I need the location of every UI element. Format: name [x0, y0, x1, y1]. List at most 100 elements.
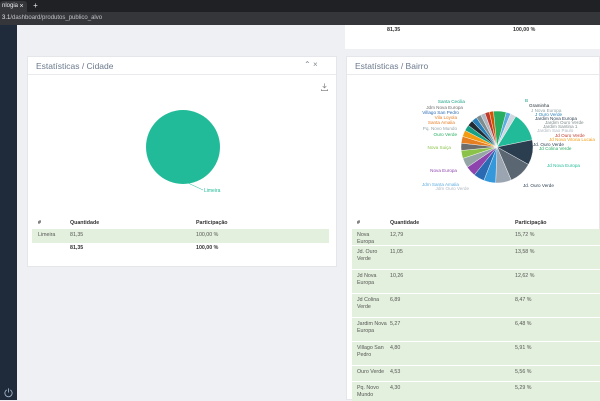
table-row[interactable]: Jd. Ouro Verde 11,05 13,58 % [352, 245, 600, 269]
pie-outer-label: Santa Amalia [428, 120, 456, 125]
row-qty: 11,05 [390, 249, 403, 255]
row-name: Ouro Verde [357, 369, 385, 375]
pie-outer-label: Jd Nova Europa [547, 163, 580, 168]
pie-outer-label: Jardim Nova Europa [535, 116, 577, 121]
pie-outer-label: B [525, 98, 528, 103]
pie-outer-label: Villago San Pedro [422, 110, 459, 115]
col-header-participacao: Participação [515, 220, 547, 226]
row-pct: 5,29 % [515, 385, 532, 391]
pie-label-leader [187, 182, 204, 191]
browser-tab[interactable]: nlogia × [0, 1, 27, 12]
collapse-icon[interactable]: ⌃ [304, 60, 311, 69]
cidade-panel-title: Estatísticas / Cidade [36, 61, 114, 71]
row-pct: 13,58 % [515, 249, 535, 255]
url-field[interactable]: 3.1/dashboard/produtos_publico_alvo [0, 12, 260, 25]
table-row[interactable]: Limeira 81,35 100,00 % [32, 229, 329, 243]
pie-outer-label: J Nova Europa [531, 108, 562, 113]
pie-outer-label: Pq. Novo Mundo [423, 126, 458, 131]
cidade-table: # Quantidade Participação Limeira 81,35 … [28, 215, 338, 265]
pie-outer-label: Jardim Sao Paulo [537, 128, 574, 133]
address-bar: 3.1/dashboard/produtos_publico_alvo [0, 12, 600, 25]
col-header-participacao: Participação [196, 220, 228, 226]
col-header-hash: # [38, 220, 41, 226]
row-qty: 10,26 [390, 273, 404, 279]
row-name: Nova Europa [357, 232, 375, 245]
pie-slice-limeira[interactable] [146, 110, 220, 184]
pie-outer-label: Jd. Ouro Verde [523, 183, 554, 188]
row-pct: 100,00 % [196, 232, 219, 238]
total-pct: 100,00 % [196, 245, 219, 251]
pie-outer-label: Jardim Ouro Verde [545, 120, 584, 125]
pie-outer-label: J Ouro Verde [535, 112, 563, 117]
close-icon[interactable]: × [313, 60, 318, 69]
row-name: Jd. Ouro Verde [357, 249, 378, 262]
table-row[interactable]: Ouro Verde 4,53 5,56 % [352, 365, 600, 381]
row-qty: 6,89 [390, 297, 401, 303]
row-name: Pq. Novo Mundo [357, 385, 379, 398]
pie-outer-label: Jdm Santa Amalia [422, 182, 459, 187]
pie-outer-label: Graminha [529, 103, 550, 108]
app-sidebar [0, 25, 17, 400]
table-row[interactable]: Nova Europa 12,79 15,72 % [352, 229, 600, 245]
row-name: Jd Colina Verde [357, 297, 380, 310]
total-qty: 81,35 [70, 245, 84, 251]
pie-outer-label: Vila Loyola [435, 115, 458, 120]
url-host: 3.1 [2, 15, 11, 21]
row-name: Limeira [38, 232, 56, 238]
row-qty: 4,30 [390, 385, 401, 391]
pie-outer-label: Nova Suiça [428, 145, 452, 150]
row-qty: 81,35 [70, 232, 84, 238]
bairro-panel-title: Estatísticas / Bairro [355, 61, 429, 71]
download-icon[interactable] [320, 82, 329, 92]
pie-outer-label: Jd Ouro Verde [555, 133, 585, 138]
pie-outer-label: Jd Nova Vitoria Lucaia [549, 137, 595, 142]
pie-outer-label: Jd. Ouro Verde [533, 142, 564, 147]
table-row[interactable]: Jardim Nova Europa 5,27 6,48 % [352, 317, 600, 341]
pie-outer-label: Jdm Nova Europa [426, 105, 463, 110]
browser-tab-strip: nlogia × + [0, 0, 600, 12]
row-qty: 4,53 [390, 369, 401, 375]
table-row[interactable]: Pq. Novo Mundo 4,30 5,29 % [352, 381, 600, 401]
power-icon[interactable] [3, 387, 14, 398]
row-qty: 4,80 [390, 345, 401, 351]
pie-label-limeira: Limeira [204, 188, 221, 194]
pie-outer-label: Jd Colina Verde [539, 146, 572, 151]
pie-slice[interactable] [496, 113, 517, 148]
cidade-panel-header: Estatísticas / Cidade ⌃ × [28, 57, 336, 75]
close-tab-icon[interactable]: × [19, 3, 24, 10]
table-total-row: 81,35 100,00 % [32, 243, 329, 255]
row-pct: 5,56 % [515, 369, 532, 375]
col-header-quantidade: Quantidade [390, 220, 420, 226]
url-path: /dashboard/produtos_publico_alvo [10, 15, 103, 21]
bairro-table: # Quantidade Participação Nova Europa 12,… [347, 215, 600, 401]
previous-panel-total-row: 81,35 100,00 % [345, 25, 600, 49]
cidade-pie-chart: Limeira [146, 110, 221, 194]
table-row[interactable]: Jd Nova Europa 10,26 12,62 % [352, 269, 600, 293]
cidade-panel: Estatísticas / Cidade ⌃ × Limeira # Quan… [27, 56, 337, 267]
row-qty: 12,79 [390, 232, 404, 238]
row-name: Jd Nova Europa [357, 273, 377, 286]
browser-tab-title: nlogia [2, 3, 19, 9]
previous-total-value: 81,35 [387, 27, 401, 33]
col-header-quantidade: Quantidade [70, 220, 100, 226]
previous-total-percent: 100,00 % [513, 27, 536, 33]
pie-outer-label: Ouro Verde [434, 132, 458, 137]
new-tab-button[interactable]: + [33, 1, 38, 10]
pie-outer-label: Jardim Santina 1 [543, 124, 578, 129]
row-pct: 5,91 % [515, 345, 532, 351]
pie-outer-label: Nova Europa [430, 168, 457, 173]
pie-outer-label: Santa Cecilia [438, 99, 466, 104]
pie-outer-label: Jdm Ouro Verde [436, 186, 470, 191]
row-pct: 8,47 % [515, 297, 532, 303]
bairro-panel: Estatísticas / Bairro Santa Cecilia Jdm N… [346, 56, 600, 401]
table-row[interactable]: Villago San Pedro 4,80 5,91 % [352, 341, 600, 365]
row-pct: 6,48 % [515, 321, 532, 327]
bairro-panel-header: Estatísticas / Bairro [347, 57, 599, 75]
row-name: Jardim Nova Europa [357, 321, 387, 334]
col-header-hash: # [357, 220, 360, 226]
row-name: Villago San Pedro [357, 345, 384, 358]
bairro-table-body: Nova Europa 12,79 15,72 % Jd. Ouro Verde 11,… [352, 229, 600, 401]
row-pct: 12,62 % [515, 273, 535, 279]
table-row[interactable]: Jd Colina Verde 6,89 8,47 % [352, 293, 600, 317]
